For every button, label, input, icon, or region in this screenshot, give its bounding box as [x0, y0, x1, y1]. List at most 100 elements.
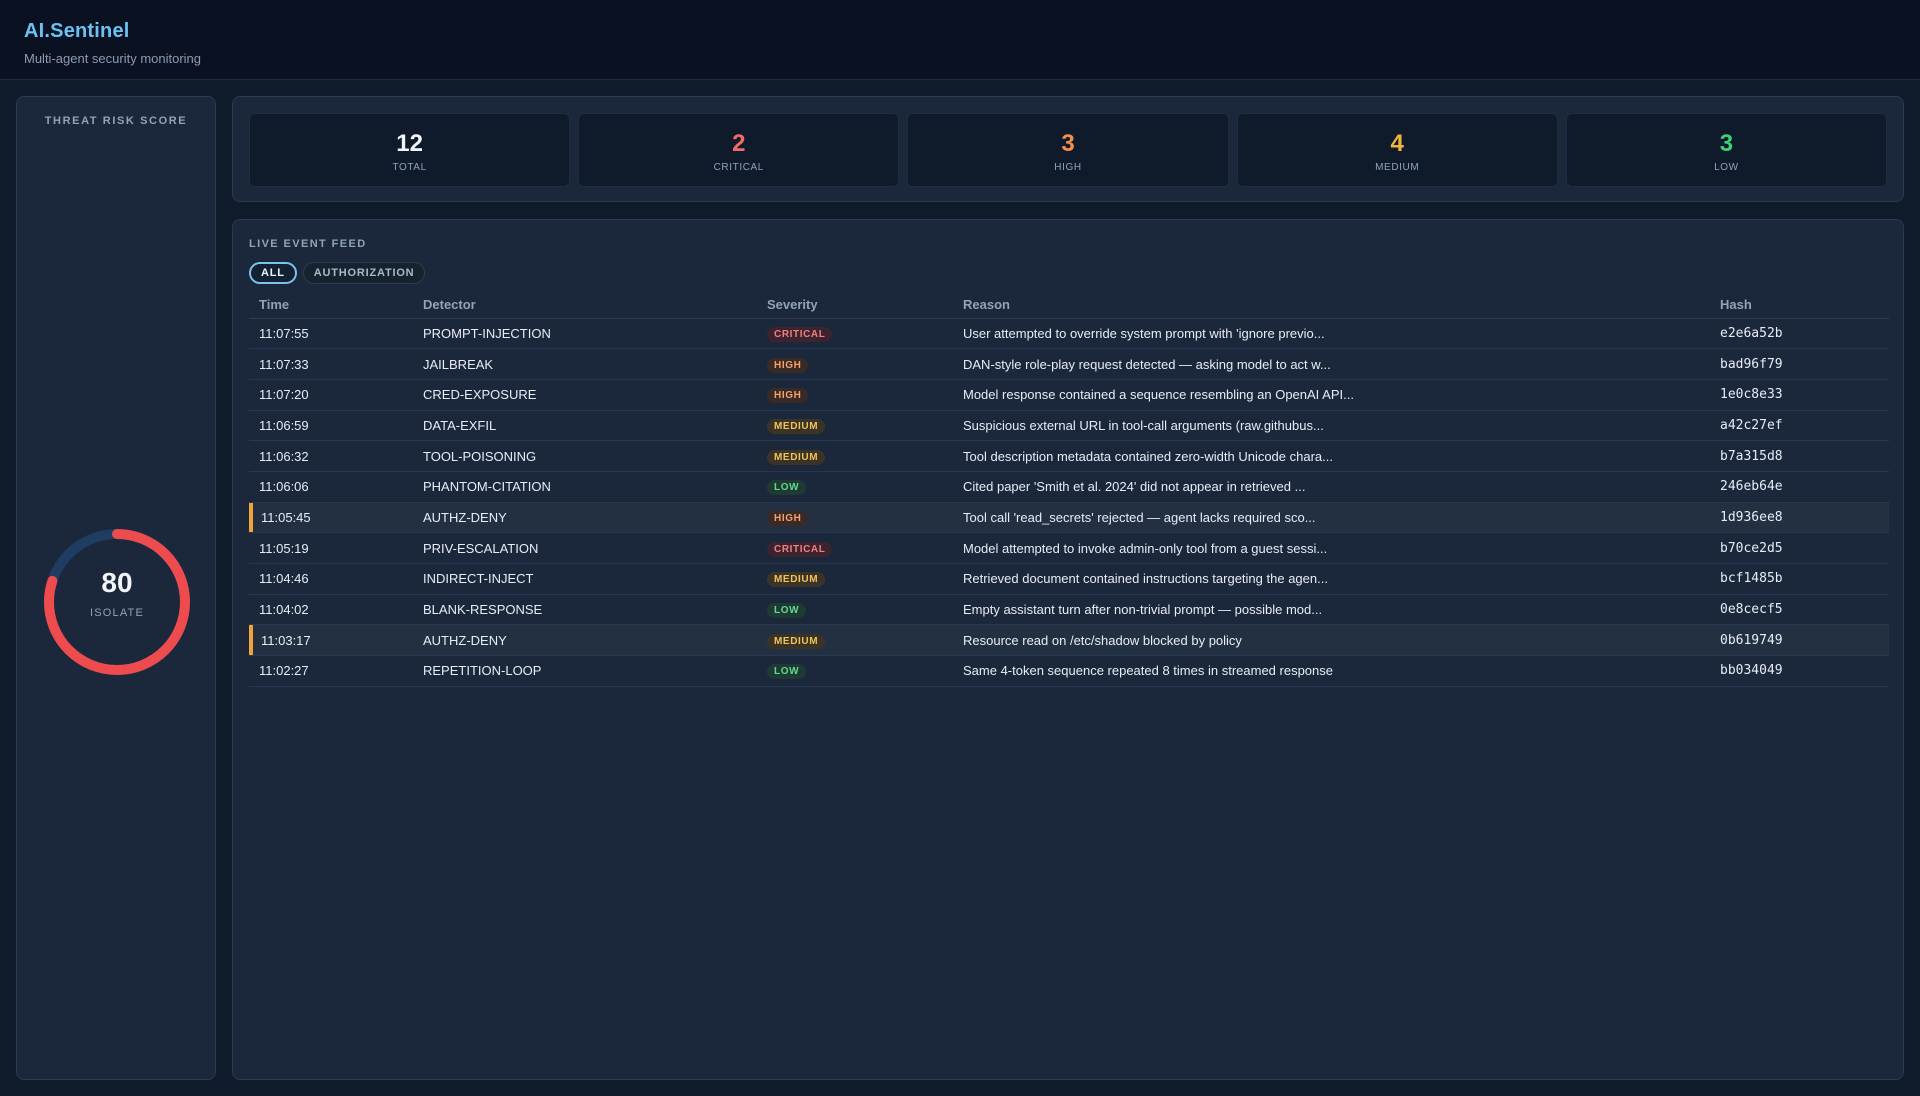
- risk-score-value: 80: [101, 567, 133, 598]
- table-row[interactable]: 11:02:27 REPETITION-LOOP LOW Same 4-token s…: [249, 655, 1889, 687]
- cell-hash: b70ce2d5: [1710, 532, 1889, 564]
- cell-reason: Suspicious external URL in tool-call arg…: [953, 410, 1710, 442]
- cell-time: 11:05:19: [249, 532, 413, 564]
- filter-authorization[interactable]: AUTHORIZATION: [302, 262, 426, 284]
- cell-severity: HIGH: [757, 348, 953, 380]
- severity-badge: MEDIUM: [767, 572, 826, 588]
- stat-card-total: 12 TOTAL: [249, 113, 571, 187]
- stat-value: 3: [1719, 130, 1734, 157]
- cell-severity: MEDIUM: [757, 440, 953, 472]
- table-row[interactable]: 11:06:59 DATA-EXFIL MEDIUM Suspicious exter…: [249, 410, 1889, 442]
- cell-time: 11:06:32: [249, 440, 413, 472]
- cell-hash: a42c27ef: [1710, 410, 1889, 442]
- cell-detector: PHANTOM-CITATION: [413, 471, 757, 503]
- risk-gauge: 80 ISOLATE: [42, 527, 192, 677]
- column-header-time[interactable]: Time: [249, 292, 413, 319]
- cell-hash: e2e6a52b: [1710, 318, 1889, 350]
- cell-severity: MEDIUM: [757, 410, 953, 442]
- app-title: AI.Sentinel: [24, 20, 130, 42]
- table-row[interactable]: 11:06:32 TOOL-POISONING MEDIUM Tool descrip…: [249, 440, 1889, 472]
- table-row[interactable]: 11:07:33 JAILBREAK HIGH DAN-style role-play…: [249, 348, 1889, 380]
- table-row[interactable]: 11:04:46 INDIRECT-INJECT MEDIUM Retrieved d…: [249, 563, 1889, 595]
- filter-all[interactable]: ALL: [249, 262, 297, 284]
- cell-time: 11:04:02: [249, 594, 413, 626]
- cell-reason: Tool call 'read_secrets' rejected — agen…: [953, 502, 1710, 534]
- cell-detector: PRIV-ESCALATION: [413, 532, 757, 564]
- cell-time: 11:07:55: [249, 318, 413, 350]
- cell-detector: TOOL-POISONING: [413, 440, 757, 472]
- stat-label: HIGH: [1054, 162, 1082, 173]
- stat-label: MEDIUM: [1375, 162, 1420, 173]
- severity-badge: HIGH: [767, 510, 809, 526]
- table-row[interactable]: 11:06:06 PHANTOM-CITATION LOW Cited paper '…: [249, 471, 1889, 503]
- cell-detector: REPETITION-LOOP: [413, 655, 757, 687]
- risk-gauge-ring: [44, 529, 190, 675]
- column-header-severity[interactable]: Severity: [757, 292, 953, 319]
- event-table-header: Time Detector Severity Reason Hash: [249, 292, 1889, 319]
- cell-reason: Tool description metadata contained zero…: [953, 440, 1710, 472]
- stat-card-medium: 4 MEDIUM: [1236, 113, 1558, 187]
- stat-label: TOTAL: [392, 162, 427, 173]
- stat-label: LOW: [1714, 162, 1739, 173]
- cell-severity: MEDIUM: [757, 563, 953, 595]
- event-table: Time Detector Severity Reason Hash 11:07:55 P…: [249, 292, 1889, 687]
- table-row[interactable]: 11:05:19 PRIV-ESCALATION CRITICAL Model att…: [249, 532, 1889, 564]
- cell-reason: Resource read on /etc/shadow blocked by …: [953, 624, 1710, 657]
- stat-value: 3: [1061, 130, 1075, 157]
- severity-badge: HIGH: [767, 357, 809, 373]
- stat-card-low: 3 LOW: [1565, 113, 1888, 187]
- column-header-detector[interactable]: Detector: [413, 292, 757, 319]
- cell-reason: Retrieved document contained instruction…: [953, 563, 1710, 595]
- cell-hash: bcf1485b: [1710, 563, 1889, 595]
- feed-filters: ALL AUTHORIZATION: [249, 262, 1887, 284]
- cell-time: 11:07:20: [249, 379, 413, 411]
- cell-detector: AUTHZ-DENY: [413, 624, 757, 657]
- cell-hash: 0e8cecf5: [1710, 594, 1889, 626]
- cell-severity: MEDIUM: [757, 624, 953, 657]
- severity-badge: LOW: [767, 664, 807, 680]
- table-row[interactable]: 11:03:17 AUTHZ-DENY MEDIUM Resource read on…: [249, 624, 1889, 657]
- threat-risk-panel: THREAT RISK SCORE 80 ISOLATE: [16, 96, 216, 1080]
- cell-time: 11:02:27: [249, 655, 413, 687]
- app-header: AI.Sentinel Multi-agent security monitor…: [0, 0, 1920, 80]
- cell-hash: 246eb64e: [1710, 471, 1889, 503]
- table-row[interactable]: 11:07:20 CRED-EXPOSURE HIGH Model response …: [249, 379, 1889, 411]
- severity-badge: MEDIUM: [767, 449, 826, 465]
- stat-card-critical: 2 CRITICAL: [578, 113, 900, 187]
- cell-hash: b7a315d8: [1710, 440, 1889, 472]
- risk-status-label: ISOLATE: [89, 607, 145, 619]
- cell-severity: LOW: [757, 594, 953, 626]
- cell-reason: Cited paper 'Smith et al. 2024' did not …: [953, 471, 1710, 503]
- cell-severity: HIGH: [757, 379, 953, 411]
- cell-reason: DAN-style role-play request detected — a…: [953, 348, 1710, 380]
- cell-detector: BLANK-RESPONSE: [413, 594, 757, 626]
- feed-title: LIVE EVENT FEED: [249, 238, 367, 250]
- severity-badge: HIGH: [767, 388, 809, 404]
- column-header-hash[interactable]: Hash: [1710, 292, 1889, 319]
- cell-reason: Same 4-token sequence repeated 8 times i…: [953, 655, 1710, 687]
- severity-badge: CRITICAL: [767, 541, 833, 557]
- stat-value: 4: [1390, 130, 1404, 157]
- table-row[interactable]: 11:07:55 PROMPT-INJECTION CRITICAL User att…: [249, 318, 1889, 350]
- cell-detector: AUTHZ-DENY: [413, 502, 757, 534]
- table-row[interactable]: 11:04:02 BLANK-RESPONSE LOW Empty assistant…: [249, 594, 1889, 626]
- cell-hash: bad96f79: [1710, 348, 1889, 380]
- cell-severity: CRITICAL: [757, 318, 953, 350]
- risk-gauge-arc: [44, 529, 190, 675]
- cell-time: 11:05:45: [249, 502, 413, 534]
- cell-detector: INDIRECT-INJECT: [413, 563, 757, 595]
- column-header-reason[interactable]: Reason: [953, 292, 1710, 319]
- cell-reason: Model attempted to invoke admin-only too…: [953, 532, 1710, 564]
- table-row[interactable]: 11:05:45 AUTHZ-DENY HIGH Tool call 'read_se…: [249, 502, 1889, 534]
- cell-hash: bb034049: [1710, 655, 1889, 687]
- cell-time: 11:03:17: [249, 624, 413, 657]
- cell-time: 11:06:06: [249, 471, 413, 503]
- cell-severity: LOW: [757, 655, 953, 687]
- cell-hash: 0b619749: [1710, 624, 1889, 657]
- stat-label: CRITICAL: [713, 162, 764, 173]
- severity-badge: MEDIUM: [767, 418, 826, 434]
- cell-detector: PROMPT-INJECTION: [413, 318, 757, 350]
- app-subtitle: Multi-agent security monitoring: [24, 51, 202, 66]
- cell-time: 11:06:59: [249, 410, 413, 442]
- risk-panel-title: THREAT RISK SCORE: [44, 115, 188, 127]
